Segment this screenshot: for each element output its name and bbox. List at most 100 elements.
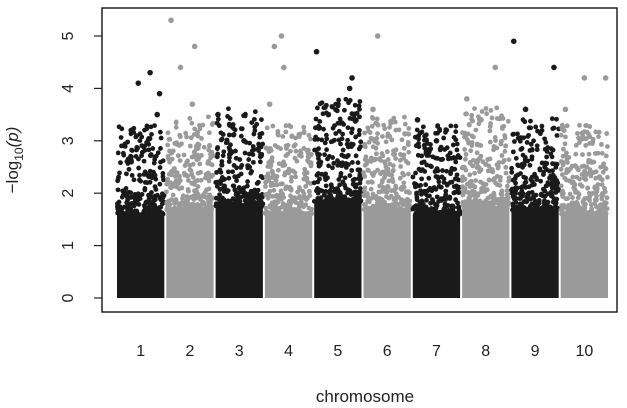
snp-point xyxy=(434,194,440,200)
chromosome-7-points xyxy=(410,117,463,298)
snp-point xyxy=(175,153,181,159)
snp-point xyxy=(270,194,275,199)
snp-point xyxy=(157,204,163,210)
snp-point xyxy=(427,193,432,199)
snp-point xyxy=(370,136,375,142)
peak-point xyxy=(266,101,273,107)
snp-point xyxy=(505,118,511,124)
snp-point xyxy=(117,170,122,176)
snp-point xyxy=(443,188,449,194)
snp-point xyxy=(197,161,203,167)
snp-point xyxy=(293,135,298,141)
snp-point xyxy=(602,200,608,205)
snp-point xyxy=(488,108,494,113)
snp-point xyxy=(444,168,450,174)
snp-point xyxy=(350,159,355,165)
snp-point xyxy=(147,168,153,174)
snp-point xyxy=(365,198,371,204)
snp-point xyxy=(523,175,529,181)
snp-point xyxy=(271,187,277,193)
snp-point xyxy=(152,123,157,129)
snp-point xyxy=(299,195,305,201)
snp-point xyxy=(323,183,329,189)
snp-point xyxy=(594,186,600,192)
snp-point xyxy=(268,163,274,168)
snp-point xyxy=(350,116,356,122)
snp-point xyxy=(574,165,580,171)
snp-point xyxy=(306,188,312,194)
snp-point xyxy=(462,156,468,162)
snp-point xyxy=(272,175,277,181)
snp-point xyxy=(460,192,466,198)
snp-point xyxy=(323,177,329,183)
snp-point xyxy=(293,148,299,154)
snp-point xyxy=(545,180,551,186)
snp-point xyxy=(603,166,609,172)
snp-point xyxy=(588,173,594,179)
snp-point xyxy=(151,198,157,204)
snp-point xyxy=(390,179,396,185)
snp-point xyxy=(522,180,528,186)
snp-point xyxy=(462,147,468,152)
snp-point xyxy=(600,192,606,198)
snp-point xyxy=(460,164,465,170)
snp-point xyxy=(302,166,308,172)
chromosome-10-bulk xyxy=(560,214,608,298)
snp-point xyxy=(198,177,204,183)
snp-point xyxy=(205,160,211,166)
snp-point xyxy=(414,127,420,133)
snp-point xyxy=(437,184,443,190)
snp-point xyxy=(307,193,313,199)
snp-point xyxy=(529,154,535,160)
snp-point xyxy=(400,170,405,176)
snp-point xyxy=(142,186,148,191)
snp-point xyxy=(286,123,292,128)
snp-point xyxy=(287,186,293,192)
snp-point xyxy=(338,171,344,176)
snp-point xyxy=(405,171,411,177)
snp-point xyxy=(474,150,480,156)
snp-point xyxy=(483,106,489,111)
snp-point xyxy=(133,134,139,140)
snp-point xyxy=(357,172,363,178)
snp-point xyxy=(414,197,420,203)
snp-point xyxy=(554,161,560,167)
snp-point xyxy=(285,202,290,208)
snp-point xyxy=(306,155,311,160)
snp-point xyxy=(343,198,349,204)
snp-point xyxy=(221,197,227,203)
snp-point xyxy=(342,163,348,168)
chromosome-7-bulk xyxy=(412,214,461,298)
snp-point xyxy=(218,130,224,136)
snp-point xyxy=(198,169,203,175)
snp-point xyxy=(591,190,597,196)
snp-point xyxy=(396,127,402,133)
snp-point xyxy=(142,207,148,212)
snp-point xyxy=(215,145,221,150)
snp-point xyxy=(504,183,510,189)
snp-point xyxy=(580,136,586,142)
snp-point xyxy=(219,159,225,164)
snp-point xyxy=(518,196,523,201)
snp-point xyxy=(146,199,152,204)
snp-point xyxy=(437,146,443,152)
snp-point xyxy=(604,195,610,201)
snp-point xyxy=(463,111,468,117)
snp-point xyxy=(209,149,215,155)
snp-point xyxy=(401,145,407,151)
snp-point xyxy=(368,159,374,164)
snp-point xyxy=(403,159,409,164)
snp-point xyxy=(151,171,157,177)
snp-point xyxy=(526,125,532,131)
snp-point xyxy=(578,207,584,213)
snp-point xyxy=(594,197,599,203)
snp-point xyxy=(372,195,378,200)
snp-point xyxy=(399,137,405,143)
snp-point xyxy=(195,133,201,139)
snp-point xyxy=(190,161,196,167)
snp-point xyxy=(453,129,459,135)
snp-point xyxy=(185,178,191,183)
peak-point xyxy=(510,38,517,45)
snp-point xyxy=(270,123,276,129)
snp-point xyxy=(590,210,596,216)
